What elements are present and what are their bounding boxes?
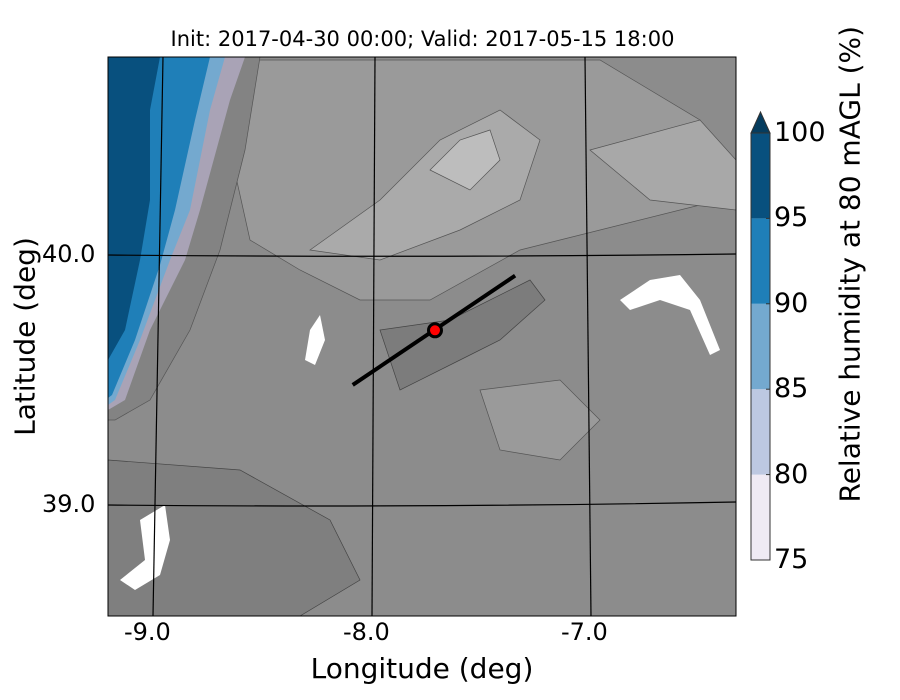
terrain-east-high [589, 119, 736, 211]
colorbar-tick-label: 85 [774, 373, 809, 405]
x-axis-label: Longitude (deg) [310, 652, 534, 685]
location-marker [426, 322, 443, 339]
colorbar-tick-label: 75 [774, 544, 809, 575]
terrain-peak [429, 129, 501, 191]
y-axis-label: Latitude (deg) [8, 237, 42, 436]
terrain-valley [379, 279, 546, 391]
y-tick-label: 40.0 [42, 240, 96, 268]
rh-95 [108, 57, 160, 360]
terrain-south-low [108, 459, 361, 616]
colorbar-frame [750, 132, 771, 561]
water-white [120, 505, 170, 590]
x-tick-label: -7.0 [561, 618, 608, 646]
colorbar [750, 110, 771, 561]
x-tick-label: -9.0 [124, 618, 171, 646]
colorbar-segment [751, 474, 770, 560]
meridian-line [584, 57, 592, 616]
colorbar-label: Relative humidity at 80 mAGL (%) [833, 25, 867, 503]
colorbar-segment [751, 303, 770, 390]
colorbar-tick-label: 80 [774, 458, 809, 490]
colorbar-segment [751, 133, 770, 219]
parallel-line [108, 253, 736, 257]
plot-frame [107, 56, 737, 617]
water-white [305, 315, 325, 365]
colorbar-tick-label: 95 [774, 202, 809, 234]
colorbar-segment [751, 389, 770, 475]
colorbar-segment [751, 218, 770, 304]
graticule [108, 57, 736, 616]
plot-title: Init: 2017-04-30 00:00; Valid: 2017-05-1… [170, 27, 675, 51]
colorbar-tick-label: 100 [774, 117, 826, 148]
water-white [620, 275, 720, 355]
meridian-line [371, 57, 376, 616]
meridian-line [152, 57, 164, 616]
parallel-line [108, 501, 736, 507]
terrain-south-high [479, 379, 601, 461]
map-area [108, 57, 736, 616]
y-tick-label: 39.0 [42, 490, 96, 518]
colorbar-extend-arrow [750, 110, 771, 134]
x-tick-label: -8.0 [343, 618, 390, 646]
colorbar-tick-label: 90 [774, 287, 809, 319]
